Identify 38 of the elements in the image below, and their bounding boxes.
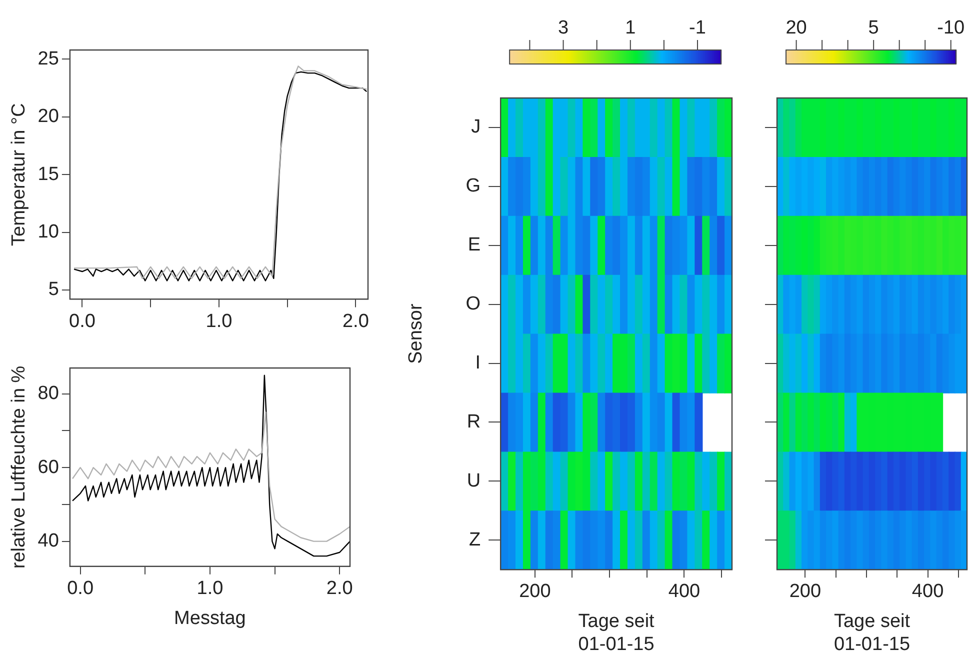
color-bar-label: 20 bbox=[786, 18, 807, 39]
y-axis-title: Sensor bbox=[406, 303, 427, 364]
color-bar-label: -10 bbox=[937, 18, 965, 39]
x-axis-title: Messtag bbox=[174, 608, 246, 629]
x-tick-label: 2.0 bbox=[326, 578, 353, 600]
y-tick-label: 80 bbox=[38, 383, 59, 404]
y-tick-label: E bbox=[468, 234, 481, 256]
x-tick-label: 400 bbox=[668, 581, 700, 602]
color-bar-label: 1 bbox=[625, 18, 636, 39]
y-tick-label: G bbox=[466, 176, 481, 197]
x-tick-label: 0.0 bbox=[69, 310, 96, 332]
x-axis-title: Tage seit 01-01-15 bbox=[834, 611, 911, 655]
x-tick-label: 400 bbox=[912, 581, 944, 602]
y-tick-label: Z bbox=[468, 529, 481, 550]
x-tick-label: 200 bbox=[789, 581, 822, 602]
y-tick-label: 5 bbox=[48, 279, 59, 300]
color-bar-label: 5 bbox=[868, 18, 879, 39]
color-bar-label: -1 bbox=[689, 18, 706, 39]
color-bar-label: 3 bbox=[558, 18, 569, 39]
x-tick-label: 0.0 bbox=[67, 578, 94, 600]
y-tick-label: I bbox=[475, 352, 481, 374]
x-axis-title: Tage seit 01-01-15 bbox=[578, 611, 656, 655]
x-tick-label: 1.0 bbox=[206, 310, 232, 332]
y-tick-label: 60 bbox=[38, 456, 59, 478]
y-tick-label: 15 bbox=[38, 164, 59, 185]
y-axis-title: Temperatur in °C bbox=[8, 103, 30, 246]
y-tick-label: O bbox=[466, 294, 481, 315]
y-tick-label: J bbox=[471, 116, 481, 138]
x-tick-label: 2.0 bbox=[342, 310, 369, 332]
y-tick-label: 10 bbox=[38, 222, 59, 243]
y-tick-label: R bbox=[466, 411, 481, 432]
y-tick-label: 20 bbox=[38, 106, 59, 128]
y-tick-label: 40 bbox=[38, 530, 59, 552]
y-axis-title: relative Luftfeuchte in % bbox=[8, 366, 30, 569]
x-tick-label: 1.0 bbox=[196, 578, 224, 600]
y-tick-label: 25 bbox=[38, 48, 59, 70]
y-tick-label: U bbox=[466, 470, 481, 492]
x-tick-label: 200 bbox=[519, 581, 551, 602]
